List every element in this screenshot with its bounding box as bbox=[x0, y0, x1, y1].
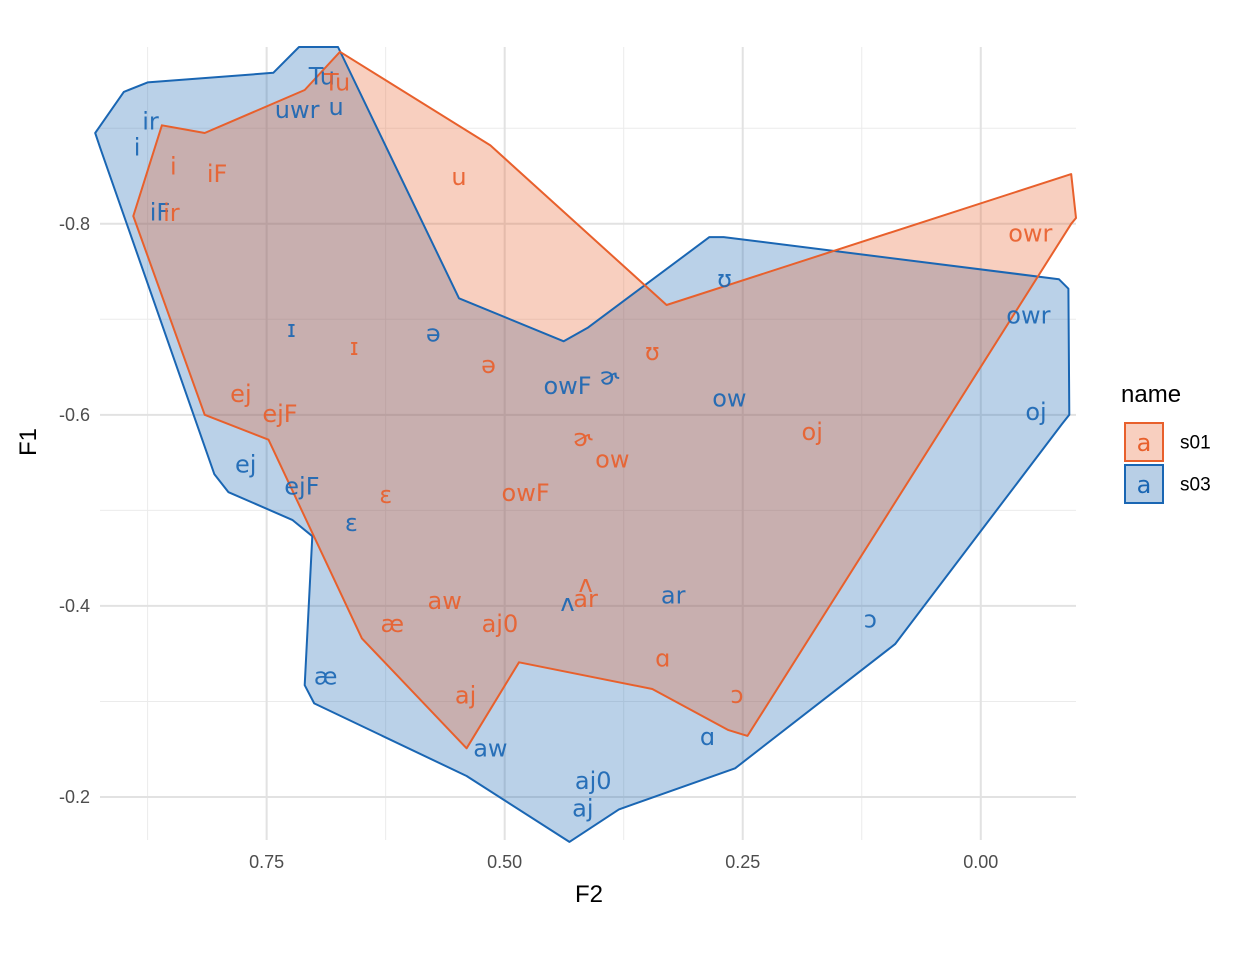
legend-key-s01 bbox=[1124, 422, 1164, 462]
vowel-label-s01: owF bbox=[502, 479, 550, 507]
legend-key-glyph: a bbox=[1137, 471, 1152, 499]
vowel-label-s01: ow bbox=[595, 446, 629, 474]
vowel-label-s03: u bbox=[328, 93, 343, 121]
y-tick-label: -0.2 bbox=[59, 787, 90, 807]
legend-key-s03 bbox=[1124, 464, 1164, 504]
vowel-label-s01: u bbox=[451, 163, 466, 191]
y-tick-label: -0.4 bbox=[59, 596, 90, 616]
vowel-label-s01: i bbox=[170, 152, 177, 180]
vowel-label-s03: ej bbox=[235, 451, 256, 479]
vowel-label-s01: aj bbox=[455, 682, 476, 710]
vowel-label-s03: ow bbox=[712, 385, 746, 413]
vowel-label-s01: ɑ bbox=[655, 645, 670, 673]
hull-fill-s01 bbox=[133, 51, 1077, 749]
vowel-label-s03: ɑ bbox=[700, 723, 715, 751]
vowel-label-s03: ʌ bbox=[560, 589, 574, 617]
vowel-label-s03: i bbox=[134, 133, 141, 161]
x-tick-label: 0.50 bbox=[487, 852, 522, 872]
vowel-label-s03: Tu bbox=[308, 63, 335, 91]
vowel-label-s01: ar bbox=[573, 585, 598, 613]
y-tick-label: -0.8 bbox=[59, 214, 90, 234]
vowel-label-s03: ɚ bbox=[600, 363, 620, 391]
vowel-label-s01: iF bbox=[207, 160, 227, 188]
vowel-label-s01: aj0 bbox=[482, 610, 519, 638]
vowel-label-s01: Tu bbox=[323, 68, 350, 96]
y-tick-label: -0.6 bbox=[59, 405, 90, 425]
vowel-label-s01: ejF bbox=[262, 400, 297, 428]
vowel-label-s03: aj0 bbox=[575, 767, 612, 795]
vowel-label-s01: ə bbox=[481, 351, 496, 379]
vowel-label-s01: aw bbox=[428, 587, 462, 615]
vowel-label-s01: ir bbox=[163, 199, 180, 227]
vowel-label-s01: ɛ bbox=[379, 481, 392, 509]
axes: 0.75 0.50 0.25 0.00 -0.8 -0.6 -0.4 -0.2 bbox=[59, 214, 998, 872]
y-axis-title: F1 bbox=[15, 428, 42, 456]
legend-title: name bbox=[1121, 381, 1181, 408]
vowel-label-s01: owr bbox=[1008, 219, 1052, 247]
vowel-label-s03: aw bbox=[473, 734, 507, 762]
vowel-label-s03: uwr bbox=[275, 96, 320, 124]
vowel-label-s03: ɪ bbox=[287, 315, 296, 343]
vowel-label-s03: ʊ bbox=[717, 265, 732, 293]
vowel-label-s03: ir bbox=[142, 108, 159, 136]
vowel-label-s01: ɪ bbox=[350, 333, 359, 361]
hull-fill-s03 bbox=[95, 47, 1070, 842]
vowel-label-s01: oj bbox=[802, 418, 823, 446]
vowel-label-s01: ɔ bbox=[730, 681, 743, 709]
hull-outline-s03 bbox=[94, 46, 1071, 843]
vowel-label-s03: owF bbox=[543, 372, 591, 400]
legend-label-s03: s03 bbox=[1180, 475, 1211, 496]
vowel-label-s03: æ bbox=[314, 663, 338, 691]
grid bbox=[100, 47, 1076, 840]
x-tick-label: 0.75 bbox=[249, 852, 284, 872]
vowel-label-s03: ar bbox=[661, 581, 686, 609]
vowel-label-s03: aj bbox=[572, 795, 593, 823]
x-tick-label: 0.25 bbox=[725, 852, 760, 872]
vowel-label-s03: ə bbox=[426, 320, 441, 348]
vowel-label-s03: iF bbox=[150, 198, 170, 226]
vowel-label-s01: ʊ bbox=[645, 338, 660, 366]
vowel-label-s03: owr bbox=[1006, 302, 1050, 330]
legend-label-s01: s01 bbox=[1180, 433, 1211, 454]
vowel-label-s01: ʌ bbox=[578, 570, 592, 598]
legend-key-glyph: a bbox=[1137, 429, 1152, 457]
vowel-label-s01: ej bbox=[230, 380, 251, 408]
convex-hulls bbox=[94, 46, 1077, 843]
vowel-label-s01: ɚ bbox=[573, 424, 593, 452]
vowel-label-s03: ɔ bbox=[864, 605, 877, 633]
vowel-label-s03: ɛ bbox=[345, 509, 358, 537]
vowel-label-s03: oj bbox=[1025, 398, 1046, 426]
x-axis-title: F2 bbox=[575, 881, 603, 908]
x-tick-label: 0.00 bbox=[963, 852, 998, 872]
hull-outline-s01 bbox=[132, 50, 1077, 750]
vowel-label-s03: ejF bbox=[284, 473, 319, 501]
vowel-label-s01: æ bbox=[381, 610, 405, 638]
legend: name a s01 a s03 bbox=[1121, 381, 1211, 504]
